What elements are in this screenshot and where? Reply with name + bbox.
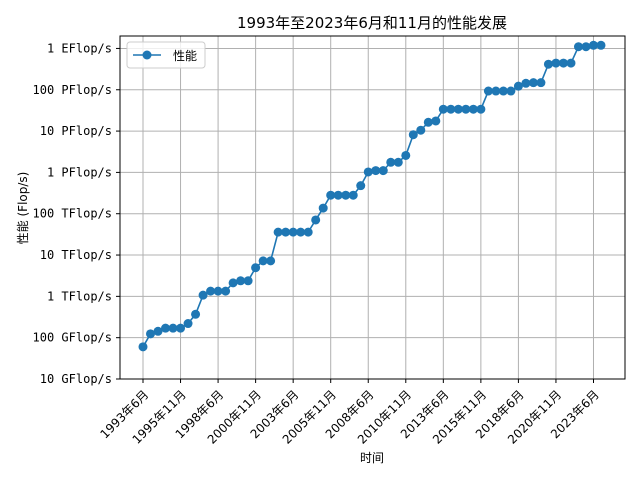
data-point xyxy=(281,227,291,237)
data-point xyxy=(393,157,403,167)
data-point xyxy=(363,167,373,177)
data-point xyxy=(588,40,598,50)
data-point xyxy=(536,78,546,88)
data-point xyxy=(236,276,246,286)
data-point xyxy=(476,104,486,114)
data-point xyxy=(296,227,306,237)
x-axis-label: 时间 xyxy=(360,451,384,465)
data-point xyxy=(551,58,561,68)
data-point xyxy=(153,326,163,336)
legend-marker xyxy=(142,50,152,60)
y-tick-label: 10 TFlop/s xyxy=(40,248,112,262)
data-point xyxy=(371,166,381,176)
data-point xyxy=(266,256,276,266)
y-tick-label: 1 EFlop/s xyxy=(47,41,112,55)
data-point xyxy=(491,86,501,96)
data-point xyxy=(558,58,568,68)
data-point xyxy=(581,42,591,52)
data-point xyxy=(138,342,148,352)
y-axis: 10 GFlop/s 100 GFlop/s 1 TFlop/s 10 TFlop/s… xyxy=(33,41,120,386)
data-point xyxy=(161,323,171,333)
data-point xyxy=(198,290,208,300)
data-point xyxy=(498,86,508,96)
y-axis-label: 性能 (Flop/s) xyxy=(16,172,30,245)
data-point xyxy=(566,58,576,68)
data-point xyxy=(341,190,351,200)
data-point xyxy=(446,104,456,114)
y-tick-label: 100 TFlop/s xyxy=(33,207,112,221)
data-point xyxy=(416,125,426,135)
data-point xyxy=(596,40,606,50)
data-point xyxy=(288,227,298,237)
data-point xyxy=(311,215,321,225)
data-point xyxy=(423,117,433,127)
data-point xyxy=(326,190,336,200)
legend-box xyxy=(126,41,206,69)
data-point xyxy=(243,276,253,286)
chart-title: 1993年至2023年6月和11月的性能发展 xyxy=(237,14,507,32)
data-point xyxy=(386,157,396,167)
data-point xyxy=(176,323,186,333)
plot-frame xyxy=(119,35,626,380)
data-point xyxy=(461,104,471,114)
data-point xyxy=(408,130,418,140)
data-point xyxy=(468,104,478,114)
data-point xyxy=(506,86,516,96)
data-point xyxy=(221,286,231,296)
y-tick-label: 1 TFlop/s xyxy=(47,289,112,303)
data-point xyxy=(573,42,583,52)
data-point xyxy=(521,78,531,88)
y-tick-label: 10 GFlop/s xyxy=(40,372,112,386)
data-point xyxy=(168,323,178,333)
data-point xyxy=(191,309,201,319)
data-point xyxy=(401,150,411,160)
data-point xyxy=(303,227,313,237)
data-point xyxy=(431,116,441,126)
series-layer xyxy=(138,40,606,352)
y-tick-label: 100 PFlop/s xyxy=(33,83,112,97)
y-tick-label: 100 GFlop/s xyxy=(33,331,112,345)
y-tick-label: 10 PFlop/s xyxy=(40,124,112,138)
data-point xyxy=(513,81,523,91)
data-point xyxy=(348,190,358,200)
data-point xyxy=(183,319,193,329)
data-point xyxy=(438,104,448,114)
data-point xyxy=(378,166,388,176)
data-point xyxy=(528,78,538,88)
data-point xyxy=(333,190,343,200)
data-point xyxy=(258,256,268,266)
data-point xyxy=(356,181,366,191)
y-tick-label: 1 PFlop/s xyxy=(47,165,112,179)
data-point xyxy=(251,263,261,273)
data-point xyxy=(318,203,328,213)
data-point xyxy=(483,86,493,96)
legend-label: 性能 xyxy=(173,49,197,63)
data-point xyxy=(213,286,223,296)
data-point xyxy=(543,59,553,69)
data-point xyxy=(146,329,156,339)
data-point xyxy=(453,104,463,114)
data-point xyxy=(206,286,216,296)
legend: 性能 xyxy=(126,41,206,69)
data-point xyxy=(228,278,238,288)
data-point xyxy=(273,227,283,237)
